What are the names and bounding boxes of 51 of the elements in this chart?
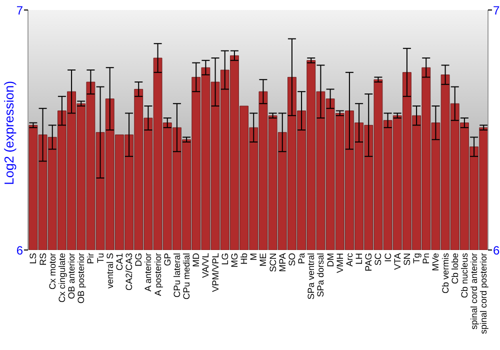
y2-tick-label: 7 — [493, 3, 500, 18]
x-tick-label: MPA — [277, 253, 288, 272]
y-axis-title: Log2 (expression) — [2, 80, 17, 185]
x-tick-label: spinal cord posterior — [478, 253, 489, 334]
x-tick-label: A posterior — [152, 253, 163, 296]
x-tick-label: VPM/VPL — [210, 253, 220, 292]
x-tick-label: A anterior — [143, 253, 154, 292]
x-tick-label: Hb — [239, 253, 250, 265]
x-tick-label: IC — [382, 252, 393, 262]
x-tick-label: VA/VL — [200, 253, 211, 278]
x-tick-label: SO — [286, 253, 297, 266]
x-tick-label: CA1 — [114, 253, 124, 271]
x-tick-label: GP — [162, 253, 172, 266]
x-tick-label: Cb vermis — [440, 252, 450, 294]
x-tick-label: Arc — [344, 252, 354, 266]
x-tick-label: Pn — [421, 253, 432, 264]
x-tick-label: SPa ventral — [306, 253, 316, 300]
x-tick-label: CA2/CA3 — [124, 253, 134, 291]
x-tick-label: MVe — [430, 253, 441, 272]
x-tick-label: VTA — [392, 253, 402, 270]
x-tick-label: PAG — [364, 253, 374, 272]
x-tick-label: Cx motor — [47, 253, 58, 290]
x-tick-label: Tu — [95, 253, 106, 264]
y2-tick-label: 6 — [493, 243, 500, 258]
x-tick-label: CPu lateral — [172, 253, 182, 298]
x-tick-label: SN — [402, 253, 412, 266]
x-tick-label: Cb nucleus — [459, 252, 470, 298]
x-tick-label: LG — [220, 253, 230, 266]
x-tick-label: spinal cord anterior — [469, 253, 480, 330]
x-tick-label: M — [248, 253, 259, 260]
x-tick-label: Pir — [86, 253, 96, 264]
x-tick-label: DG — [134, 253, 144, 266]
x-tick-label: MD — [191, 252, 202, 267]
x-tick-label: OB posterior — [76, 253, 86, 304]
x-tick-label: Cb lobe — [450, 253, 460, 284]
x-tick-label: OB anterior — [66, 253, 77, 300]
x-tick-label: SPa dorsal — [316, 253, 326, 298]
x-tick-label: Cx cingulate — [56, 253, 67, 303]
x-tick-label: ME — [258, 253, 268, 266]
x-tick-label: ventral S — [104, 253, 115, 289]
x-tick-label: CPu medial — [182, 253, 192, 300]
x-tick-label: RS — [38, 253, 48, 266]
x-tick-label: SC — [373, 252, 384, 266]
x-tick-label: MG — [229, 253, 240, 268]
x-tick-label: DM — [325, 253, 336, 267]
x-tick-label: Tg — [412, 253, 422, 264]
x-tick-label: Pa — [296, 253, 307, 264]
x-tick-label: LS — [28, 253, 38, 264]
x-tick-label: SCN — [268, 253, 278, 272]
x-tick-label: VMH — [334, 253, 345, 273]
x-tick-label: LH — [354, 253, 364, 265]
